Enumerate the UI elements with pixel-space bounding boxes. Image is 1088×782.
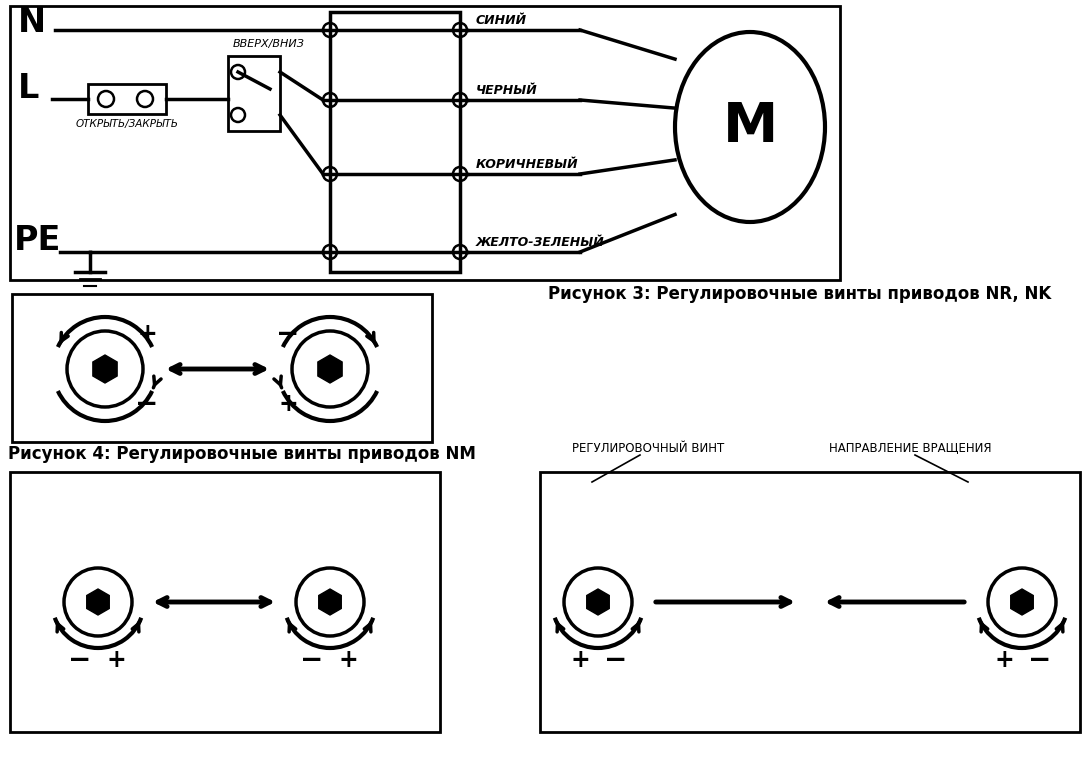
Bar	[10, 472, 440, 732]
Text: ЧЕРНЫЙ: ЧЕРНЫЙ	[477, 84, 537, 96]
Text: −: −	[135, 390, 159, 418]
Polygon shape	[319, 589, 342, 615]
Text: +: +	[107, 648, 126, 672]
Bar	[12, 294, 432, 442]
Text: +: +	[994, 648, 1014, 672]
Text: −: −	[300, 646, 323, 674]
Text: +: +	[570, 648, 590, 672]
Text: +: +	[137, 322, 157, 346]
Bar	[540, 472, 1080, 732]
Bar	[10, 6, 840, 280]
Text: −: −	[1028, 646, 1052, 674]
Text: НАПРАВЛЕНИЕ ВРАЩЕНИЯ: НАПРАВЛЕНИЕ ВРАЩЕНИЯ	[829, 442, 991, 454]
Text: +: +	[338, 648, 358, 672]
Text: −: −	[276, 320, 299, 348]
Text: N: N	[18, 5, 46, 38]
Text: РЕГУЛИРОВОЧНЫЙ ВИНТ: РЕГУЛИРОВОЧНЫЙ ВИНТ	[572, 442, 725, 454]
Bar	[88, 84, 166, 114]
Text: −: −	[604, 646, 628, 674]
Bar	[228, 56, 280, 131]
Text: ЖЕЛТО-ЗЕЛЕНЫЙ: ЖЕЛТО-ЗЕЛЕНЫЙ	[477, 235, 605, 249]
Text: L: L	[18, 71, 39, 105]
Text: PE: PE	[14, 224, 61, 256]
Polygon shape	[1011, 589, 1034, 615]
Text: Рисунок 4: Регулировочные винты приводов NM: Рисунок 4: Регулировочные винты приводов…	[8, 445, 475, 463]
Text: ОТКРЫТЬ/ЗАКРЫТЬ: ОТКРЫТЬ/ЗАКРЫТЬ	[75, 119, 178, 129]
Text: ВВЕРХ/ВНИЗ: ВВЕРХ/ВНИЗ	[233, 39, 305, 49]
Text: М: М	[722, 100, 778, 154]
Text: СИНИЙ: СИНИЙ	[477, 13, 527, 27]
Text: +: +	[279, 392, 298, 416]
Text: Рисунок 3: Регулировочные винты приводов NR, NK: Рисунок 3: Регулировочные винты приводов…	[548, 285, 1051, 303]
Polygon shape	[318, 355, 342, 383]
Polygon shape	[586, 589, 609, 615]
Polygon shape	[87, 589, 109, 615]
Text: −: −	[69, 646, 91, 674]
Polygon shape	[92, 355, 118, 383]
Bar	[330, 12, 460, 272]
Text: КОРИЧНЕВЫЙ: КОРИЧНЕВЫЙ	[477, 157, 579, 170]
